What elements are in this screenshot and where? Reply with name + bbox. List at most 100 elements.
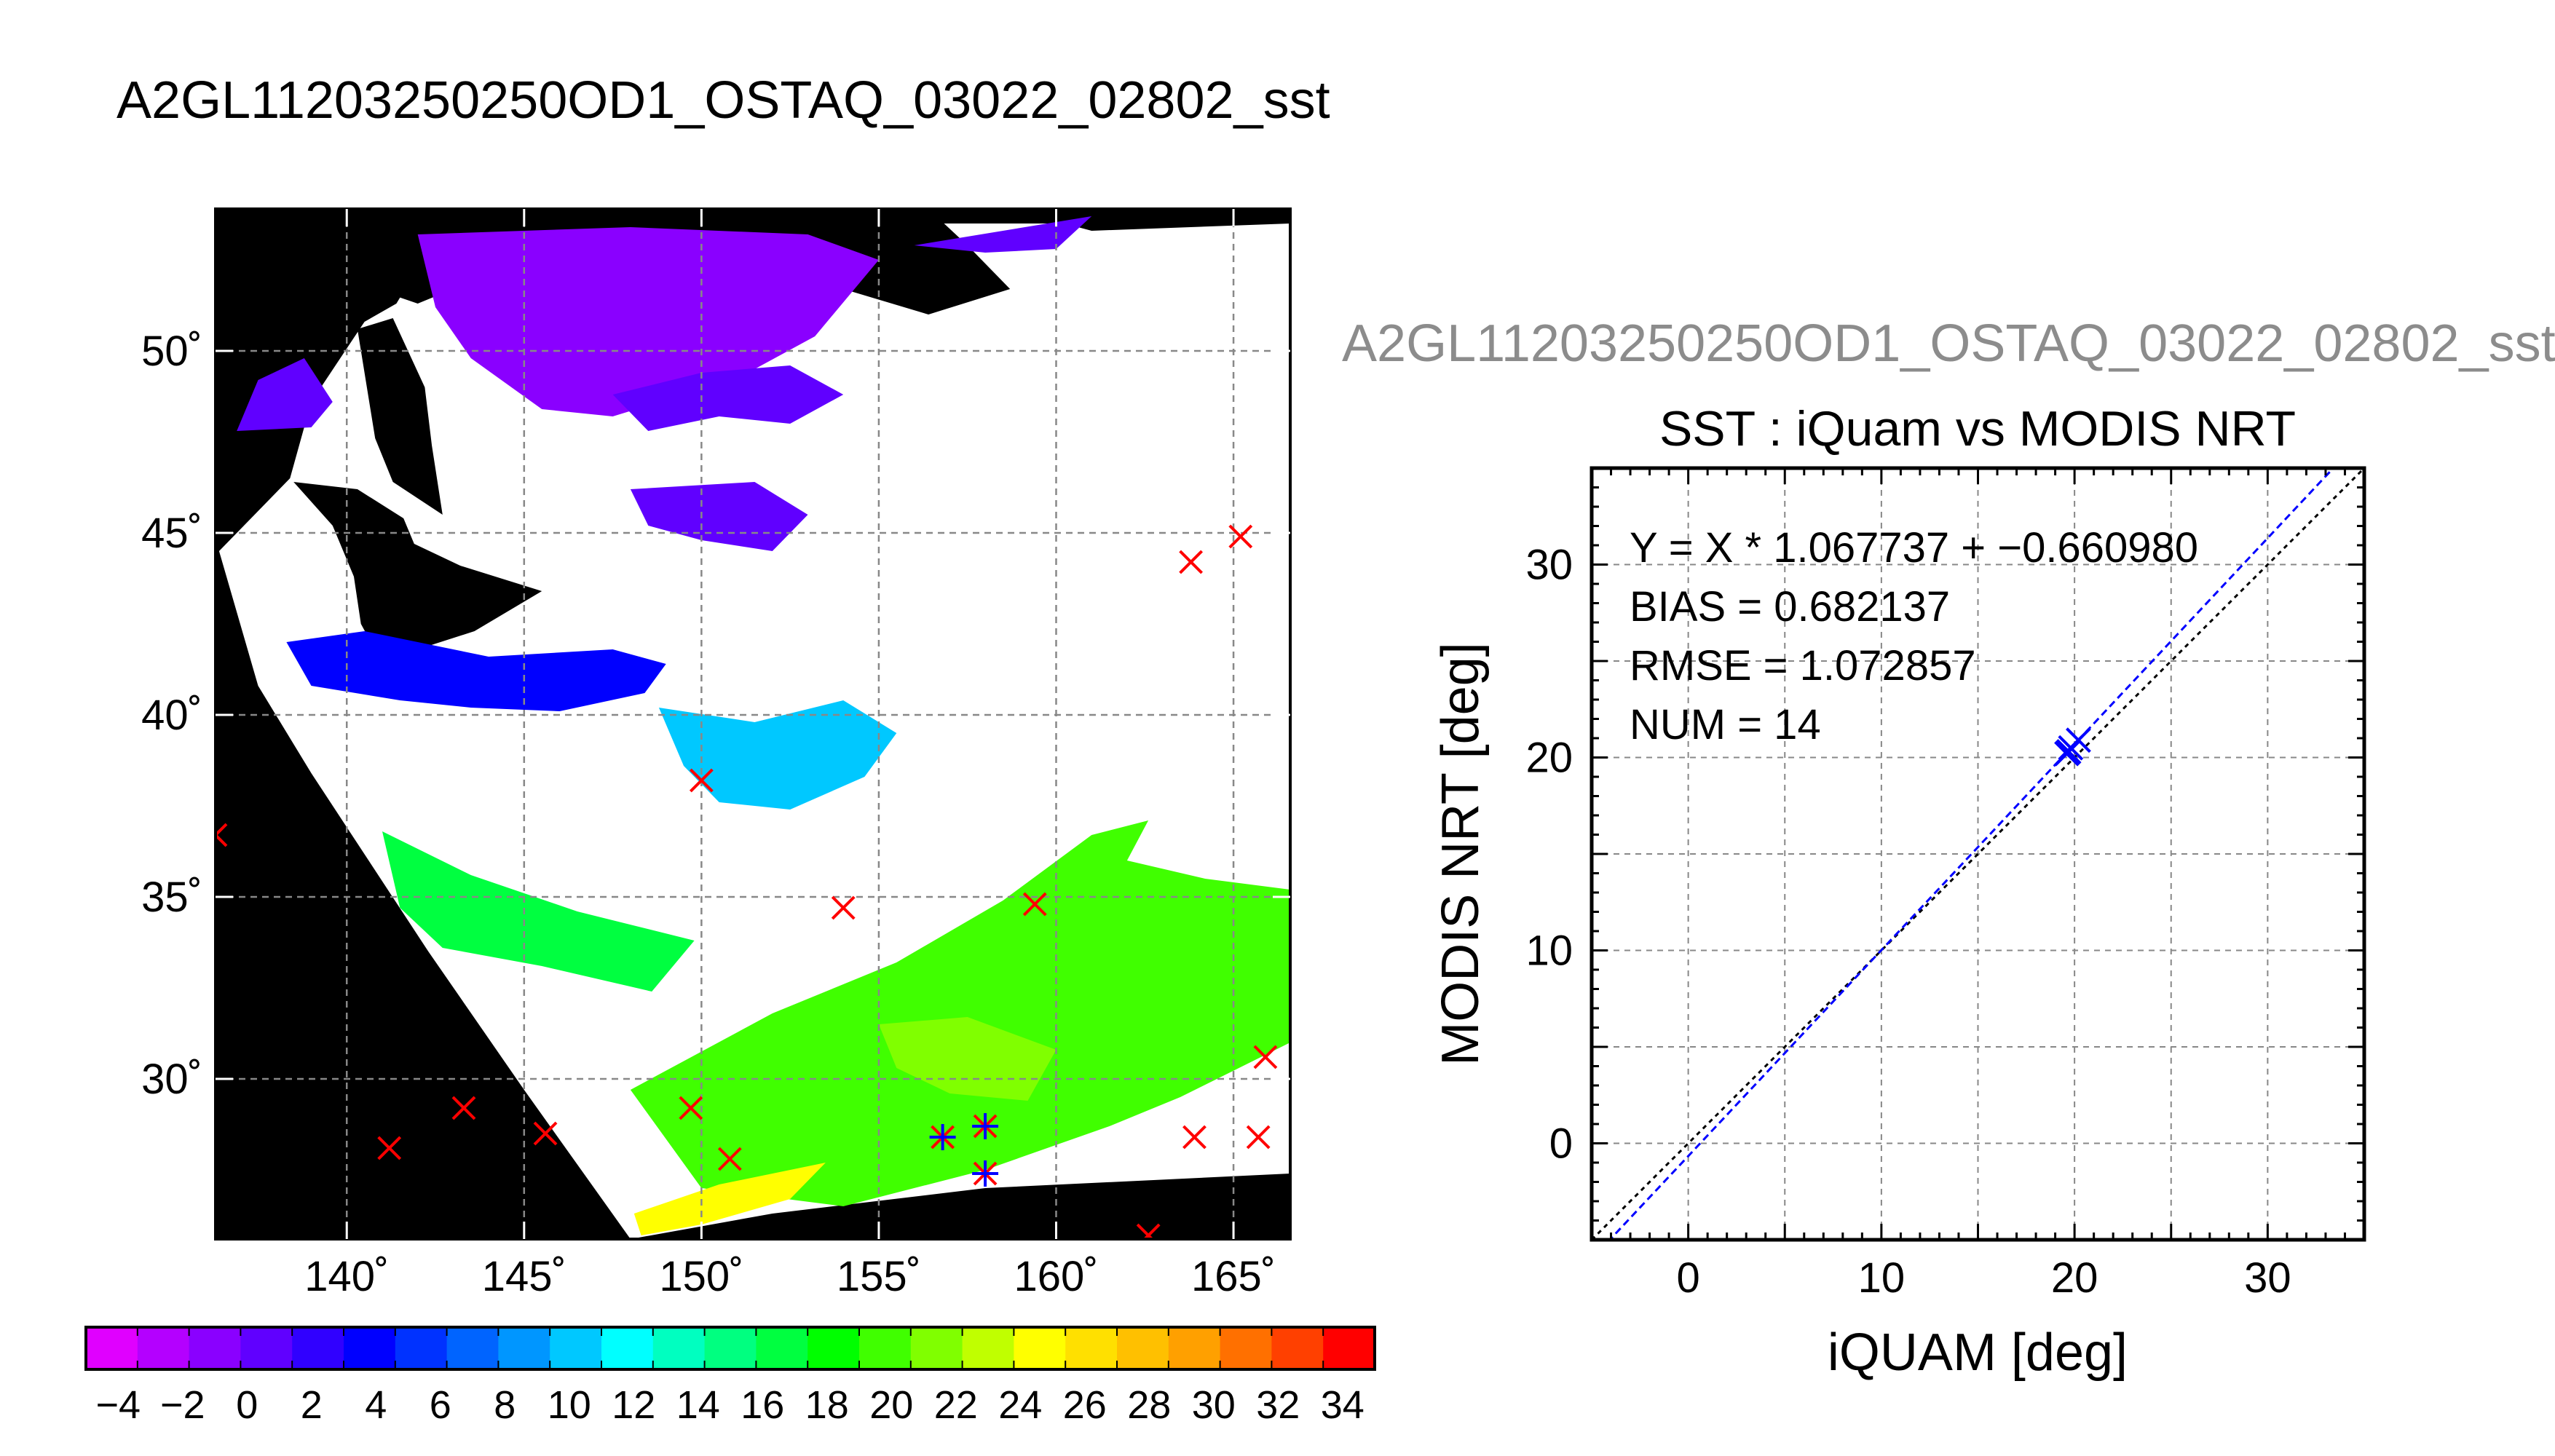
land-mask-region	[216, 209, 454, 515]
colorbar-label: 30	[1192, 1383, 1236, 1427]
marker-stroke	[1246, 1125, 1271, 1150]
scatter-panel: A2GL11203250250OD1_OSTAQ_03022_02802_sst…	[1342, 314, 2555, 1382]
colorbar-swatch	[756, 1327, 808, 1369]
colorbar-label: 8	[494, 1383, 516, 1427]
map-marker-cross	[717, 1147, 742, 1171]
colorbar-label: 28	[1127, 1383, 1171, 1427]
marker-stroke	[216, 823, 228, 837]
colorbar-labels: −4 −2 0 2 4 6 8 10 12 14 16 18 20 22 24 26 28 30 32 34	[95, 1383, 1364, 1427]
sst-region	[612, 365, 844, 431]
land-mask-region	[293, 482, 542, 657]
map-marker-cross	[831, 895, 856, 920]
colorbar-label: 34	[1321, 1383, 1365, 1427]
map-marker-cross	[1136, 1223, 1161, 1239]
colorbar-swatch	[292, 1327, 344, 1369]
marker-stroke	[533, 1121, 558, 1146]
colorbar-swatch	[1220, 1327, 1272, 1369]
sst-region	[630, 820, 1290, 1206]
map-longitude-labels: 140˚ 145˚ 150˚ 155˚ 160˚ 165˚	[304, 1253, 1276, 1300]
map-gridlines	[216, 209, 1290, 1239]
map-markers	[216, 524, 1278, 1239]
marker-stroke	[1182, 1125, 1207, 1150]
map-marker-cross	[689, 768, 714, 793]
colorbar-label: 32	[1256, 1383, 1300, 1427]
colorbar-swatch	[1065, 1327, 1118, 1369]
scatter-title: SST : iQuam vs MODIS NRT	[1659, 401, 2296, 456]
regression-line	[1608, 468, 2335, 1240]
colorbar-label: 26	[1063, 1383, 1107, 1427]
colorbar-swatches	[86, 1327, 1375, 1369]
map-lat-tick-label: 50˚	[141, 328, 202, 375]
map-lon-tick-label: 150˚	[659, 1253, 743, 1300]
colorbar-label: 20	[869, 1383, 913, 1427]
marker-stroke	[1022, 892, 1047, 917]
marker-stroke	[689, 768, 714, 793]
map-latitude-labels: 30˚ 35˚ 40˚ 45˚ 50˚	[141, 328, 202, 1103]
map-marker-cross	[1253, 1045, 1278, 1069]
colorbar-swatch	[1323, 1327, 1375, 1369]
map-lat-tick-label: 40˚	[141, 692, 202, 739]
colorbar-label: 0	[236, 1383, 258, 1427]
map-tick-marks	[216, 209, 1290, 1239]
scatter-tick-marks	[1590, 467, 2366, 1241]
colorbar-swatch	[86, 1327, 138, 1369]
colorbar-swatch	[1117, 1327, 1169, 1369]
scatter-x-tick-label: 10	[1858, 1254, 1906, 1302]
colorbar-label: 6	[430, 1383, 451, 1427]
map-marker-cross	[451, 1096, 476, 1120]
colorbar-label: 24	[998, 1383, 1042, 1427]
identity-line	[1592, 468, 2364, 1240]
map-marker-plus	[929, 1124, 956, 1150]
colorbar-label: −4	[95, 1383, 141, 1427]
colorbar-label: 10	[548, 1383, 591, 1427]
map-lon-tick-label: 155˚	[837, 1253, 921, 1300]
marker-stroke	[1179, 550, 1204, 574]
colorbar-swatch	[1271, 1327, 1324, 1369]
colorbar-swatch	[189, 1327, 241, 1369]
scatter-y-tick-label: 0	[1549, 1120, 1573, 1168]
map-lon-tick-label: 145˚	[482, 1253, 566, 1300]
map-marker-cross	[1246, 1125, 1271, 1150]
scatter-y-tick-labels: 0 10 20 30	[1525, 542, 1573, 1168]
map-marker-plus	[972, 1113, 999, 1139]
colorbar-swatch	[446, 1327, 499, 1369]
colorbar-label: −2	[160, 1383, 205, 1427]
scatter-points	[2054, 727, 2091, 767]
marker-stroke	[1142, 1223, 1161, 1239]
marker-stroke	[831, 895, 856, 920]
page-title: A2GL11203250250OD1_OSTAQ_03022_02802_sst	[117, 71, 1330, 130]
map-marker-cross	[1182, 1125, 1207, 1150]
point-stroke	[2054, 740, 2080, 767]
sst-region	[286, 631, 666, 711]
sst-region	[417, 227, 879, 416]
marker-stroke	[1228, 524, 1253, 549]
colorbar-swatch	[550, 1327, 602, 1369]
map-lat-tick-label: 30˚	[141, 1056, 202, 1103]
colorbar-label: 22	[934, 1383, 978, 1427]
colorbar-label: 14	[676, 1383, 720, 1427]
map-panel: 140˚ 145˚ 150˚ 155˚ 160˚ 165˚ 30˚ 35˚ 40˚ 45˚ 50˚	[141, 207, 1292, 1300]
scatter-y-tick-label: 30	[1525, 542, 1573, 589]
marker-stroke	[451, 1096, 476, 1120]
colorbar-swatch	[498, 1327, 550, 1369]
y-axis-label: MODIS NRT [deg]	[1431, 642, 1490, 1066]
colorbar-swatch	[1168, 1327, 1221, 1369]
colorbar-swatch	[859, 1327, 912, 1369]
colorbar-swatch	[807, 1327, 860, 1369]
sst-region	[914, 216, 1092, 253]
stat-rmse: RMSE = 1.072857	[1630, 642, 1976, 689]
colorbar-label: 12	[612, 1383, 655, 1427]
map-marker-cross	[1022, 892, 1047, 917]
map-marker-cross	[377, 1136, 402, 1160]
stat-fit-equation: Y = X * 1.067737 + −0.660980	[1630, 524, 2198, 571]
x-axis-label: iQUAM [deg]	[1828, 1324, 2128, 1382]
colorbar-swatch	[601, 1327, 654, 1369]
stat-bias: BIAS = 0.682137	[1630, 583, 1950, 630]
scatter-y-tick-label: 10	[1525, 927, 1573, 975]
marker-stroke	[717, 1147, 742, 1171]
sst-region	[633, 1163, 826, 1235]
marker-stroke	[679, 1096, 703, 1120]
sst-region	[382, 831, 695, 992]
map-lon-tick-label: 140˚	[304, 1253, 389, 1300]
colorbar-swatch	[240, 1327, 293, 1369]
